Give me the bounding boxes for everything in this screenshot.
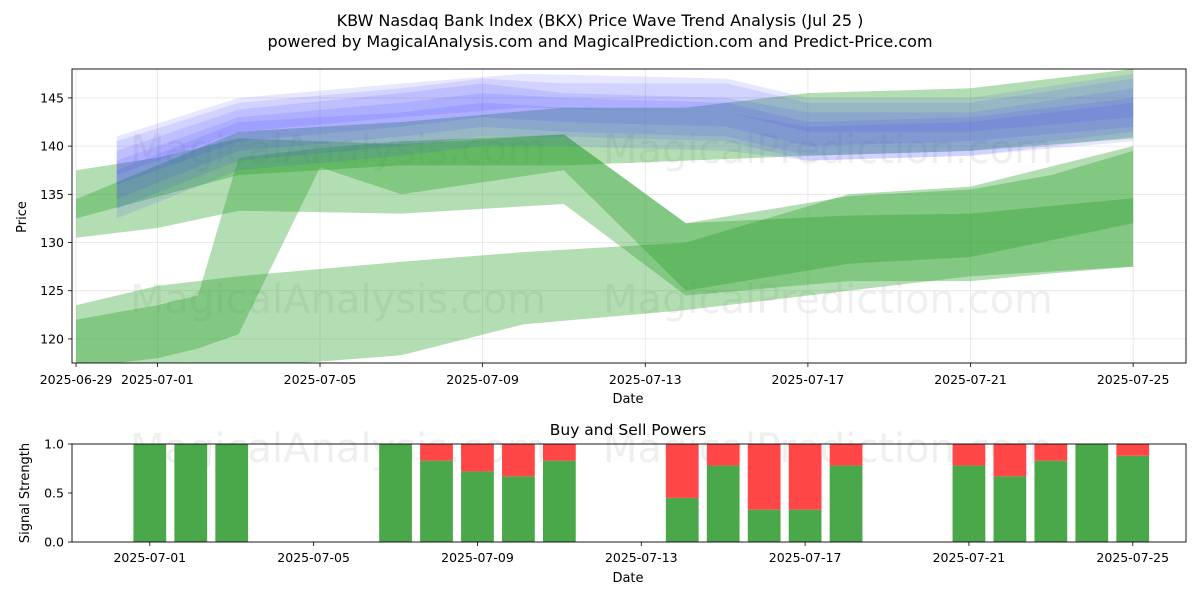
buy-bar <box>1034 460 1068 542</box>
buy-bar <box>461 471 494 542</box>
blue-wave-band <box>116 73 1134 175</box>
sell-bar <box>1116 444 1150 456</box>
buy-bar <box>706 465 740 542</box>
watermark: MagicalPrediction.com <box>603 277 1053 323</box>
buy-bar <box>379 444 412 542</box>
buy-bar <box>952 465 986 542</box>
green-wave-band <box>76 69 1134 219</box>
signal-x-axis-label: Date <box>612 571 643 586</box>
y-tick-label: 140 <box>40 139 64 154</box>
buy-bar <box>1116 455 1150 542</box>
y-tick-label: 1.0 <box>44 437 64 452</box>
buy-bar <box>542 460 576 542</box>
signal-axes: 2025-07-01 2025-07-05 2025-07-09 2025-07-13… <box>44 437 1187 565</box>
x-tick-label: 2025-07-05 <box>284 372 357 387</box>
sell-bar <box>829 444 863 466</box>
sell-bar <box>788 444 822 510</box>
y-tick-label: 120 <box>40 331 64 346</box>
buy-bar <box>788 509 822 542</box>
sell-bar <box>993 444 1027 477</box>
y-tick-label: 0.0 <box>44 535 64 550</box>
chart-subtitle: powered by MagicalAnalysis.com and Magic… <box>267 32 932 51</box>
buy-bar <box>1075 444 1109 542</box>
buy-bar <box>133 444 167 542</box>
sell-bar <box>461 444 494 472</box>
price-grid <box>72 69 1186 363</box>
price-y-axis-label: Price <box>15 201 30 233</box>
sell-bar <box>952 444 986 466</box>
x-tick-label: 2025-07-09 <box>441 550 514 565</box>
x-tick-label: 2025-06-29 <box>40 372 113 387</box>
price-axes: 2025-06-29 2025-07-01 2025-07-05 2025-07-09… <box>40 68 1187 387</box>
blue-wave-band <box>116 78 1134 185</box>
x-tick-label: 2025-07-13 <box>609 372 682 387</box>
buy-bar <box>665 497 699 542</box>
x-tick-label: 2025-07-25 <box>1096 550 1169 565</box>
price-bands <box>76 69 1134 363</box>
x-tick-label: 2025-07-13 <box>605 550 678 565</box>
price-plot-frame <box>71 68 1187 364</box>
blue-wave-band <box>116 102 1134 219</box>
sell-bar <box>665 444 699 498</box>
sell-bar <box>420 444 453 461</box>
signal-plot-frame <box>71 443 1187 543</box>
buy-bar <box>747 509 781 542</box>
buy-bar <box>993 476 1027 542</box>
y-tick-label: 130 <box>40 235 64 250</box>
x-tick-label: 2025-07-21 <box>933 550 1006 565</box>
watermark: MagicalAnalysis.com <box>130 277 546 323</box>
y-tick-label: 135 <box>40 187 64 202</box>
x-tick-label: 2025-07-09 <box>446 372 519 387</box>
signal-bars <box>133 444 1150 542</box>
x-tick-label: 2025-07-21 <box>934 372 1007 387</box>
signal-chart-title: Buy and Sell Powers <box>550 421 707 439</box>
sell-bar <box>502 444 535 477</box>
sell-bar <box>747 444 781 510</box>
green-wave-band <box>76 134 1134 296</box>
signal-y-axis-label: Signal Strength <box>18 443 33 543</box>
price-x-axis-label: Date <box>612 392 643 407</box>
sell-bar <box>706 444 740 466</box>
chart-title: KBW Nasdaq Bank Index (BKX) Price Wave T… <box>337 11 864 30</box>
green-wave-band <box>76 146 1134 363</box>
x-tick-label: 2025-07-01 <box>113 550 186 565</box>
green-wave-band <box>76 134 1134 363</box>
y-tick-label: 0.5 <box>44 486 64 501</box>
x-tick-label: 2025-07-17 <box>769 550 842 565</box>
watermark: MagicalPrediction.com <box>603 127 1053 173</box>
buy-bar <box>174 444 208 542</box>
buy-bar <box>829 465 863 542</box>
x-tick-label: 2025-07-17 <box>772 372 845 387</box>
x-tick-label: 2025-07-25 <box>1097 372 1170 387</box>
y-tick-label: 145 <box>40 90 64 105</box>
blue-wave-band <box>116 83 1134 200</box>
sell-bar <box>542 444 576 461</box>
blue-wave-band <box>116 93 1134 209</box>
buy-bar <box>215 444 249 542</box>
y-tick-label: 125 <box>40 283 64 298</box>
x-tick-label: 2025-07-01 <box>121 372 194 387</box>
x-tick-label: 2025-07-05 <box>277 550 350 565</box>
buy-bar <box>502 476 535 542</box>
buy-bar <box>420 460 453 542</box>
sell-bar <box>1034 444 1068 461</box>
watermark: MagicalAnalysis.com <box>130 127 546 173</box>
